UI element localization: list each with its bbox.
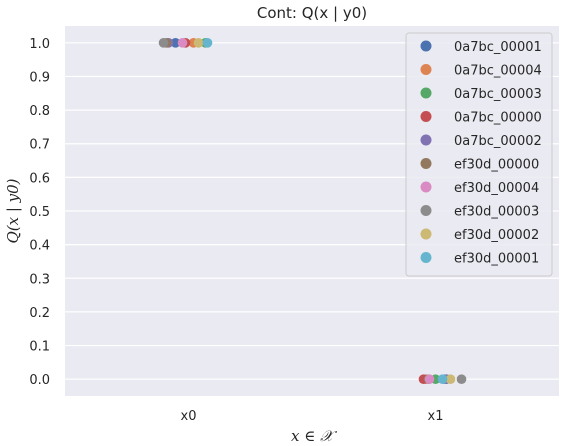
legend-label: ef30d_00003	[454, 205, 539, 220]
legend-marker	[420, 87, 432, 99]
y-tick-label: 0.2	[29, 306, 50, 321]
y-tick-label: 0.3	[29, 272, 50, 287]
legend-label: ef30d_00002	[454, 228, 539, 243]
legend-box	[405, 32, 553, 277]
y-axis-label: Q(x | y0)	[4, 178, 22, 243]
x-tick-label: x1	[428, 409, 444, 424]
data-points	[158, 38, 467, 384]
data-point	[193, 38, 204, 48]
legend: 0a7bc_00001 0a7bc_00004 0a7bc_00003 0a7bc_0…	[405, 32, 553, 277]
data-point	[456, 374, 467, 384]
y-tick-label: 0.1	[29, 340, 50, 355]
y-tick-label: 0.7	[29, 138, 50, 153]
data-point	[445, 374, 456, 384]
legend-label: 0a7bc_00002	[454, 134, 542, 149]
y-tick-label: 0.5	[29, 205, 50, 220]
legend-label: 0a7bc_00003	[454, 87, 542, 102]
y-tick-label: 0.9	[29, 70, 50, 85]
legend-marker	[420, 134, 432, 146]
data-point	[437, 374, 448, 384]
legend-label: ef30d_00004	[454, 181, 539, 196]
data-point	[177, 38, 188, 48]
legend-label: 0a7bc_00000	[454, 111, 542, 126]
y-tick-labels: 0.0 0.1 0.2 0.3 0.4 0.5 0.6 0.7 0.8 0.9 1.0	[29, 37, 50, 388]
y-tick-label: 0.8	[29, 104, 50, 119]
data-point	[170, 38, 181, 48]
legend-label: ef30d_00000	[454, 158, 539, 173]
legend-marker	[420, 228, 432, 240]
legend-marker	[420, 40, 432, 52]
legend-label: 0a7bc_00004	[454, 64, 542, 79]
legend-marker	[420, 205, 432, 216]
legend-label: ef30d_00001	[454, 252, 539, 267]
y-tick-label: 0.0	[29, 373, 50, 388]
legend-marker	[420, 181, 432, 193]
legend-marker	[420, 158, 432, 169]
data-point	[158, 38, 169, 48]
legend-marker	[420, 252, 432, 263]
legend-marker	[420, 111, 432, 122]
y-tick-label: 1.0	[29, 37, 50, 52]
x-axis-label: x ∈ 𝒳	[291, 427, 337, 445]
data-point	[424, 374, 435, 384]
data-point	[202, 38, 213, 48]
x-tick-labels: x0 x1	[181, 409, 444, 424]
legend-label: 0a7bc_00001	[454, 40, 542, 55]
legend-marker	[420, 64, 432, 75]
x-tick-label: x0	[181, 409, 197, 424]
y-tick-label: 0.4	[29, 239, 50, 254]
chart-title: Cont: Q(x | y0)	[257, 4, 367, 22]
y-tick-label: 0.6	[29, 171, 50, 186]
